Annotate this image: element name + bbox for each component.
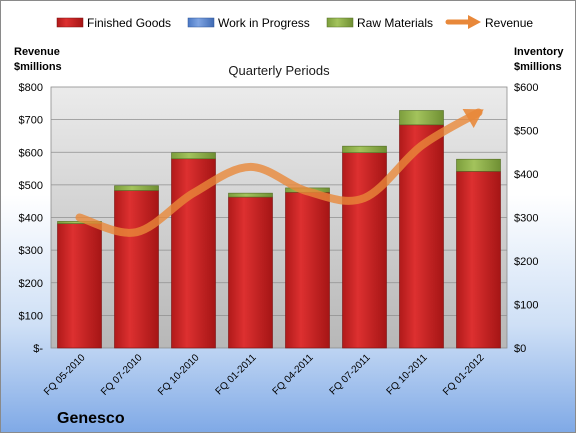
left-tick-label: $500 — [19, 180, 43, 192]
legend-item-finished-goods: Finished Goods — [56, 16, 171, 30]
bar-raw-materials — [171, 152, 216, 160]
company-name: Genesco — [57, 410, 125, 427]
legend-swatch-raw-materials — [326, 17, 354, 28]
left-tick-label: $800 — [19, 82, 43, 94]
left-axis-label-line1: Revenue — [14, 46, 60, 58]
left-axis-label-line2: $millions — [14, 61, 62, 73]
bar-raw-materials — [228, 192, 273, 198]
legend-label-finished-goods: Finished Goods — [87, 16, 171, 30]
chart-title: Quarterly Periods — [228, 63, 330, 78]
right-tick-label: $400 — [514, 169, 538, 181]
bar-finished-goods — [342, 152, 387, 349]
bar-finished-goods — [285, 191, 330, 349]
bar-finished-goods — [57, 223, 102, 349]
right-axis-ticks: $0 $100 $200 $300 $400 $500 $600 — [514, 82, 538, 355]
revenue-arrow-icon — [462, 108, 484, 128]
legend-swatch-work-in-progress — [187, 17, 215, 28]
right-tick-label: $300 — [514, 213, 538, 225]
right-tick-label: $500 — [514, 126, 538, 138]
legend-label-work-in-progress: Work in Progress — [218, 16, 310, 30]
left-tick-label: $600 — [19, 147, 43, 159]
right-axis-label-line1: Inventory — [514, 46, 564, 58]
bar-raw-materials — [114, 185, 159, 191]
legend-item-raw-materials: Raw Materials — [326, 16, 433, 30]
left-tick-label: $400 — [19, 213, 43, 225]
legend-swatch-finished-goods — [56, 17, 84, 28]
left-tick-label: $200 — [19, 278, 43, 290]
right-tick-label: $200 — [514, 256, 538, 268]
bar-finished-goods — [456, 171, 501, 349]
left-tick-label: $300 — [19, 245, 43, 257]
bar-raw-materials — [399, 110, 444, 126]
legend-item-revenue: Revenue — [445, 15, 533, 30]
legend-item-work-in-progress: Work in Progress — [187, 16, 310, 30]
right-tick-label: $0 — [514, 343, 526, 355]
bar-raw-materials — [342, 145, 387, 153]
left-axis-ticks: $- $100 $200 $300 $400 $500 $600 $700 $800 — [19, 82, 44, 355]
right-tick-label: $100 — [514, 300, 538, 312]
legend-label-revenue: Revenue — [485, 16, 533, 30]
left-tick-label: $- — [33, 343, 43, 355]
right-axis-label-line2: $millions — [514, 61, 562, 73]
legend-swatch-revenue-arrow-icon — [468, 15, 481, 29]
bar-raw-materials — [456, 158, 501, 172]
left-tick-label: $100 — [19, 310, 43, 322]
left-tick-label: $700 — [19, 115, 43, 127]
revenue-line-layer — [75, 108, 484, 237]
right-tick-label: $600 — [514, 82, 538, 94]
revenue-line — [75, 108, 483, 237]
legend-label-raw-materials: Raw Materials — [357, 16, 433, 30]
bar-finished-goods — [114, 190, 159, 349]
bar-finished-goods — [228, 196, 273, 349]
legend: Finished Goods Work in Progress Raw Mate… — [56, 15, 533, 30]
